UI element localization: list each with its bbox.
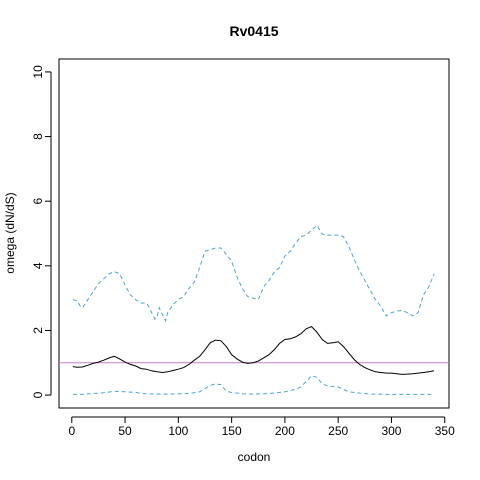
y-tick-label: 0	[31, 391, 45, 398]
x-tick-label: 200	[275, 424, 295, 438]
x-tick-label: 100	[168, 424, 188, 438]
series-line-2	[72, 224, 435, 323]
y-tick-label: 2	[31, 327, 45, 334]
y-tick-label: 6	[31, 198, 45, 205]
y-axis: 0 2 4 6 8 10	[31, 65, 52, 398]
y-tick-label: 10	[31, 65, 45, 79]
y-axis-label: omega (dN/dS)	[3, 192, 17, 273]
plot-frame	[58, 58, 450, 409]
x-tick-label: 250	[328, 424, 348, 438]
series-line-3	[72, 375, 435, 395]
x-axis: 0 50 100 150 200 250 300 350	[68, 416, 455, 438]
x-tick-label: 0	[68, 424, 75, 438]
x-tick-label: 350	[435, 424, 455, 438]
series-line-1	[72, 326, 435, 375]
series-layer	[59, 224, 449, 395]
y-tick-label: 4	[31, 262, 45, 269]
y-tick-label: 8	[31, 133, 45, 140]
x-tick-label: 50	[118, 424, 132, 438]
chart-title: Rv0415	[229, 23, 278, 39]
x-axis-label: codon	[238, 450, 271, 464]
x-tick-label: 150	[222, 424, 242, 438]
x-tick-label: 300	[381, 424, 401, 438]
